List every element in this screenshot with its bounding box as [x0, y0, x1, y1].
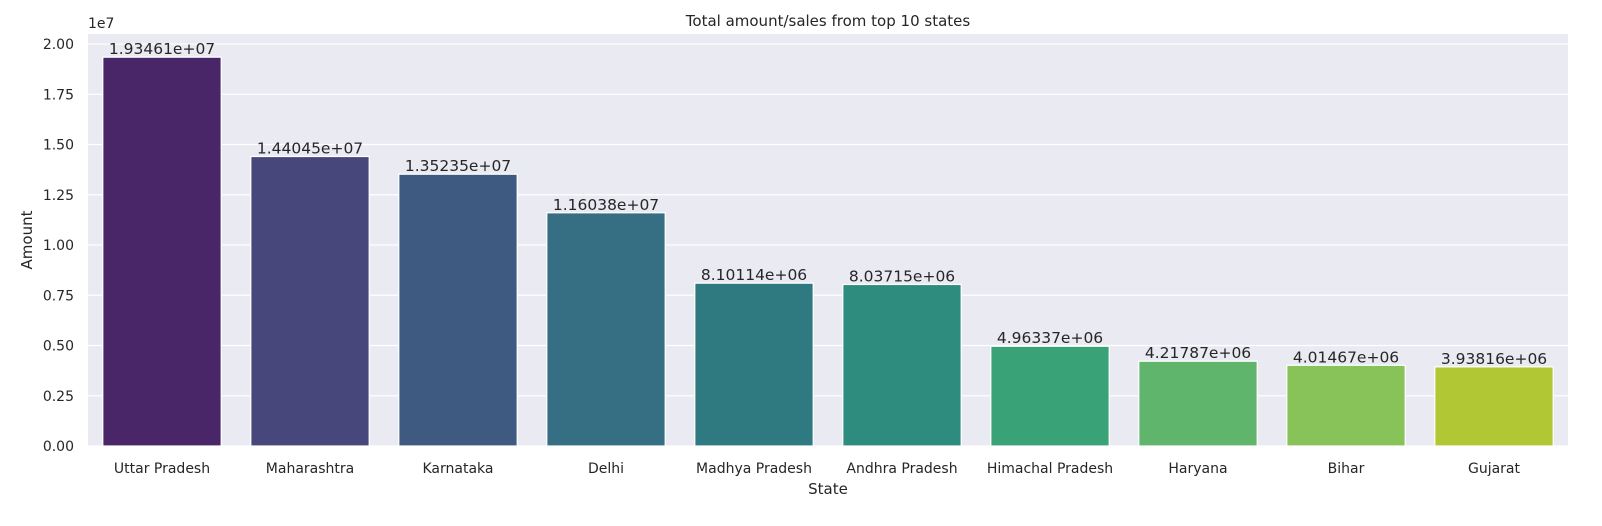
bar — [694, 282, 814, 447]
bar — [1286, 364, 1406, 447]
y-tick-label: 1.00 — [43, 238, 74, 254]
bar-value-label: 1.35235e+07 — [405, 157, 511, 175]
x-axis-ticks: Uttar Pradesh Maharashtra Karnataka Delhi Ma… — [114, 461, 1521, 477]
y-tick-label: 0.25 — [43, 389, 74, 405]
bar — [1434, 366, 1554, 447]
x-tick-label: Andhra Pradesh — [846, 461, 957, 477]
bar-value-labels: 1.93461e+07 1.44045e+07 1.35235e+07 1.16038… — [109, 40, 1547, 368]
bar — [990, 345, 1110, 447]
bar — [546, 212, 666, 447]
y-tick-label: 0.00 — [43, 439, 74, 455]
chart-title: Total amount/sales from top 10 states — [685, 12, 971, 30]
y-tick-label: 1.50 — [43, 138, 74, 154]
y-axis-label: Amount — [18, 210, 36, 269]
x-axis-label: State — [808, 480, 848, 498]
bar-value-label: 1.93461e+07 — [109, 40, 215, 58]
y-tick-label: 0.75 — [43, 288, 74, 304]
y-offset-label: 1e7 — [88, 16, 114, 32]
y-axis-ticks: 0.00 0.25 0.50 0.75 1.00 1.25 1.50 1.75 2.00 — [43, 37, 74, 455]
x-tick-label: Uttar Pradesh — [114, 461, 210, 477]
bar — [842, 283, 962, 447]
bar-value-label: 3.93816e+06 — [1441, 350, 1547, 368]
y-tick-label: 1.25 — [43, 188, 74, 204]
bar — [250, 155, 370, 447]
bar-value-label: 4.96337e+06 — [997, 329, 1103, 347]
bar-value-label: 1.44045e+07 — [257, 140, 363, 158]
bar-value-label: 1.16038e+07 — [553, 196, 659, 214]
bars — [102, 56, 1554, 447]
y-tick-label: 2.00 — [43, 37, 74, 53]
x-tick-label: Maharashtra — [266, 461, 354, 477]
bar-value-label: 8.03715e+06 — [849, 267, 955, 285]
bar — [1138, 360, 1258, 447]
x-tick-label: Delhi — [588, 461, 624, 477]
x-tick-label: Karnataka — [423, 461, 494, 477]
x-tick-label: Madhya Pradesh — [696, 461, 812, 477]
x-tick-label: Haryana — [1168, 461, 1227, 477]
bar — [102, 56, 222, 447]
bar — [398, 173, 518, 447]
x-tick-label: Himachal Pradesh — [987, 461, 1113, 477]
bar-value-label: 4.21787e+06 — [1145, 344, 1251, 362]
x-tick-label: Bihar — [1328, 461, 1365, 477]
x-tick-label: Gujarat — [1468, 461, 1521, 477]
bar-value-label: 8.10114e+06 — [701, 266, 807, 284]
y-tick-label: 0.50 — [43, 339, 74, 355]
y-tick-label: 1.75 — [43, 87, 74, 103]
bar-value-label: 4.01467e+06 — [1293, 348, 1399, 366]
